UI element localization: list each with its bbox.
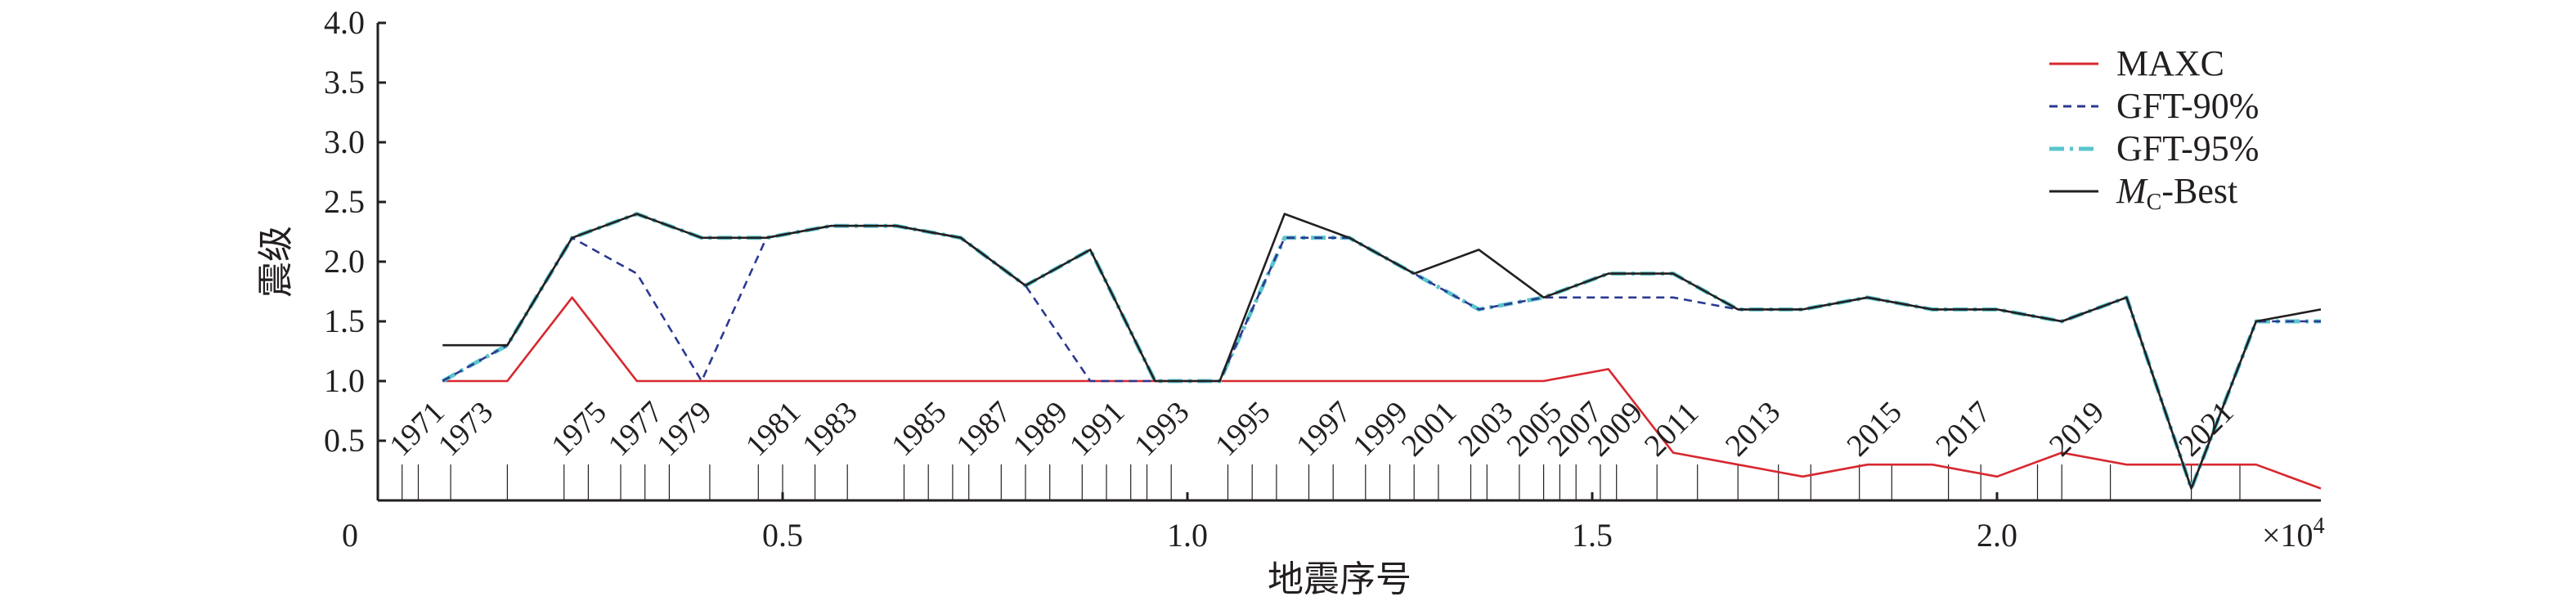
x-tick-label: 1.0 [1167, 517, 1208, 554]
legend: MAXC GFT-90% GFT-95% MC-Best [2049, 43, 2259, 215]
series-line-mcbest [442, 213, 2322, 490]
x-axis-label: 地震序号 [1268, 558, 1411, 600]
y-tick-label: 3.0 [324, 123, 365, 160]
year-label: 1991 [1063, 395, 1131, 463]
y-tick-label: 0.5 [324, 422, 365, 459]
year-label: 1985 [885, 395, 953, 463]
legend-label-gft95: GFT-95% [2116, 128, 2259, 168]
legend-label-gft90: GFT-90% [2116, 86, 2259, 126]
year-label: 2001 [1395, 395, 1463, 463]
year-label: 1995 [1209, 395, 1277, 463]
year-label: 2021 [2172, 395, 2240, 463]
y-tick-label: 4.0 [324, 4, 365, 41]
series-line-maxc [442, 296, 2322, 490]
y-ticks: 0.5 1.0 1.5 2.0 2.5 3.0 3.5 4.0 [324, 4, 386, 459]
y-tick-label: 1.5 [324, 303, 365, 339]
legend-label-mcbest: MC-Best [2116, 171, 2237, 215]
year-label: 1981 [739, 395, 807, 463]
y-tick-label: 3.5 [324, 64, 365, 101]
x-tick-label: 2.0 [1977, 517, 2017, 554]
year-label: 2019 [2043, 395, 2111, 463]
year-label: 1989 [1007, 395, 1075, 463]
year-label: 1997 [1290, 395, 1358, 463]
y-tick-label: 2.5 [324, 183, 365, 220]
year-label: 2017 [1929, 395, 1997, 463]
legend-label-maxc: MAXC [2116, 43, 2224, 83]
year-label: 2015 [1840, 395, 1908, 463]
series-layer [441, 212, 2322, 491]
x-ticks: 0.5 1.0 1.5 2.0 [762, 492, 2017, 554]
y-tick-label: 2.0 [324, 243, 365, 280]
year-label: 1979 [650, 395, 718, 463]
year-label: 1973 [432, 395, 500, 463]
y-axis-label: 震级 [255, 226, 297, 298]
year-boundary-ticks [402, 464, 2241, 500]
y-tick-label-zero: 0 [342, 517, 358, 554]
y-tick-label: 1.0 [324, 362, 365, 399]
year-label: 1983 [796, 395, 864, 463]
year-label: 2011 [1638, 396, 1705, 463]
x-multiplier-label: ×104 [2262, 514, 2325, 554]
year-label: 1975 [545, 395, 613, 463]
year-label: 1993 [1128, 395, 1196, 463]
x-tick-label: 1.5 [1572, 517, 1613, 554]
year-label: 2013 [1719, 395, 1787, 463]
x-tick-label: 0.5 [762, 517, 803, 554]
year-label: 1987 [949, 395, 1017, 463]
